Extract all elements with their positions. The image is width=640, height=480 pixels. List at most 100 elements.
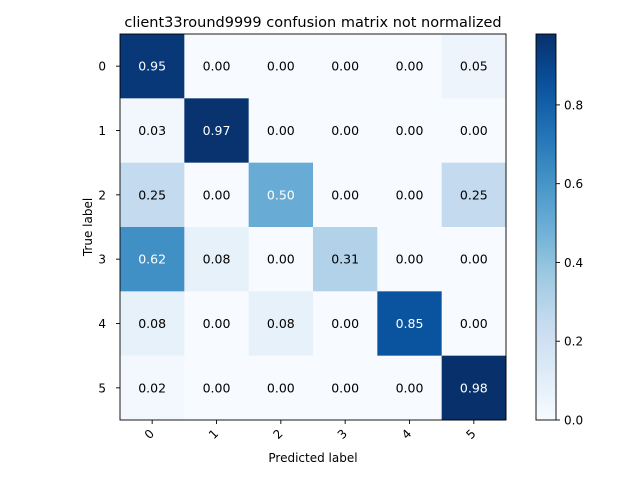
heatmap-cell [248,98,314,164]
cell-value-label: 0.08 [267,316,295,331]
heatmap-cell [441,291,507,357]
cell-value-label: 0.25 [138,187,166,202]
heatmap-cell [377,98,443,164]
heatmap-cell [248,355,314,421]
cell-value-label: 0.03 [138,123,166,138]
cell-value-label: 0.00 [396,59,424,74]
x-tick-label: 0 [142,427,157,442]
colorbar-tick-label: 0.0 [564,414,583,428]
heatmap-cell [184,227,250,292]
heatmap-cell [120,355,185,421]
cell-value-label: 0.08 [138,316,166,331]
x-tick-label: 1 [206,427,221,442]
cell-value-label: 0.00 [203,316,231,331]
heatmap-cell [120,98,185,164]
heatmap-cell [441,34,507,99]
x-tick-label: 4 [399,427,414,442]
cell-value-label: 0.00 [331,380,359,395]
cell-value-label: 0.00 [396,187,424,202]
colorbar-gradient [536,34,556,420]
heatmap-cell [377,227,443,292]
colorbar-frame [535,33,557,421]
heatmap-cell [313,162,378,228]
y-tick-label: 3 [98,253,106,267]
heatmap-cell [248,34,314,99]
y-tick-label: 2 [98,188,106,202]
cell-value-label: 0.00 [460,252,488,267]
cell-value-label: 0.00 [331,123,359,138]
colorbar: 0.0 0.2 0.4 0.6 0.8 [535,33,583,428]
heatmap-cell [377,355,443,421]
chart-title: client33round9999 confusion matrix not n… [124,15,501,31]
cell-value-label: 0.00 [460,316,488,331]
heatmap-cell [441,162,507,228]
heatmap-cell [120,291,185,357]
heatmap-cell [120,227,185,292]
cell-value-label: 0.00 [267,123,295,138]
heatmap-cell [120,34,185,99]
y-tick-label: 1 [98,124,106,138]
x-tick-label: 3 [335,427,350,442]
cell-value-label: 0.00 [396,380,424,395]
cell-value-label: 0.00 [267,380,295,395]
cell-value-label: 0.00 [267,252,295,267]
y-tick-label: 0 [98,60,106,74]
cell-value-label: 0.00 [396,252,424,267]
y-axis-ticks: 0 1 2 3 4 5 [98,60,120,395]
y-tick-label: 4 [98,317,106,331]
heatmap-cell [377,34,443,99]
cell-value-label: 0.97 [203,123,231,138]
heatmap-cell [377,162,443,228]
colorbar-tick-label: 0.4 [564,256,583,270]
cell-value-label: 0.00 [460,123,488,138]
x-axis-ticks: 0 1 2 3 4 5 [142,420,479,442]
cell-value-label: 0.62 [138,252,166,267]
cell-value-label: 0.95 [138,59,166,74]
cell-value-label: 0.08 [203,252,231,267]
plot-frame [119,33,507,421]
cell-value-label: 0.05 [460,59,488,74]
cell-value-label: 0.00 [331,316,359,331]
heatmap-cell [248,291,314,357]
heatmap-cell [184,98,250,164]
cell-value-label: 0.98 [460,380,488,395]
x-tick-label: 5 [463,427,478,442]
y-tick-label: 5 [98,381,106,395]
cell-value-label: 0.00 [203,187,231,202]
cell-value-label: 0.31 [331,252,359,267]
colorbar-tick-label: 0.2 [564,335,583,349]
heatmap-cell [313,291,378,357]
heatmap-cell [313,355,378,421]
cell-value-label: 0.00 [203,59,231,74]
y-axis-label: True label [81,198,95,257]
x-axis-label: Predicted label [268,451,357,465]
heatmap-cell [441,98,507,164]
cell-value-label: 0.02 [138,380,166,395]
cell-value-label: 0.00 [267,59,295,74]
heatmap-cell [313,227,378,292]
heatmap-cell [120,162,185,228]
heatmap-cell [184,291,250,357]
cell-value-label: 0.00 [331,59,359,74]
heatmap-cell [248,227,314,292]
cell-value-label: 0.00 [331,187,359,202]
heatmap-cell [184,162,250,228]
cell-value-label: 0.00 [396,123,424,138]
cell-value-label: 0.85 [396,316,424,331]
cell-value-label: 0.00 [203,380,231,395]
heatmap-cell [248,162,314,228]
heatmap-cell [441,227,507,292]
heatmap-cell [313,34,378,99]
cell-value-label: 0.25 [460,187,488,202]
heatmap-cell [441,355,507,421]
heatmap-cell [313,98,378,164]
x-tick-label: 2 [270,427,285,442]
colorbar-tick-label: 0.6 [564,177,583,191]
heatmap-cells: 0.95 0.00 0.00 0.00 0.00 0.05 0.03 0.97 0.00 0.00… [120,34,507,421]
colorbar-tick-label: 0.8 [564,98,583,112]
cell-value-label: 0.50 [267,187,295,202]
heatmap-cell [184,355,250,421]
heatmap-cell [184,34,250,99]
